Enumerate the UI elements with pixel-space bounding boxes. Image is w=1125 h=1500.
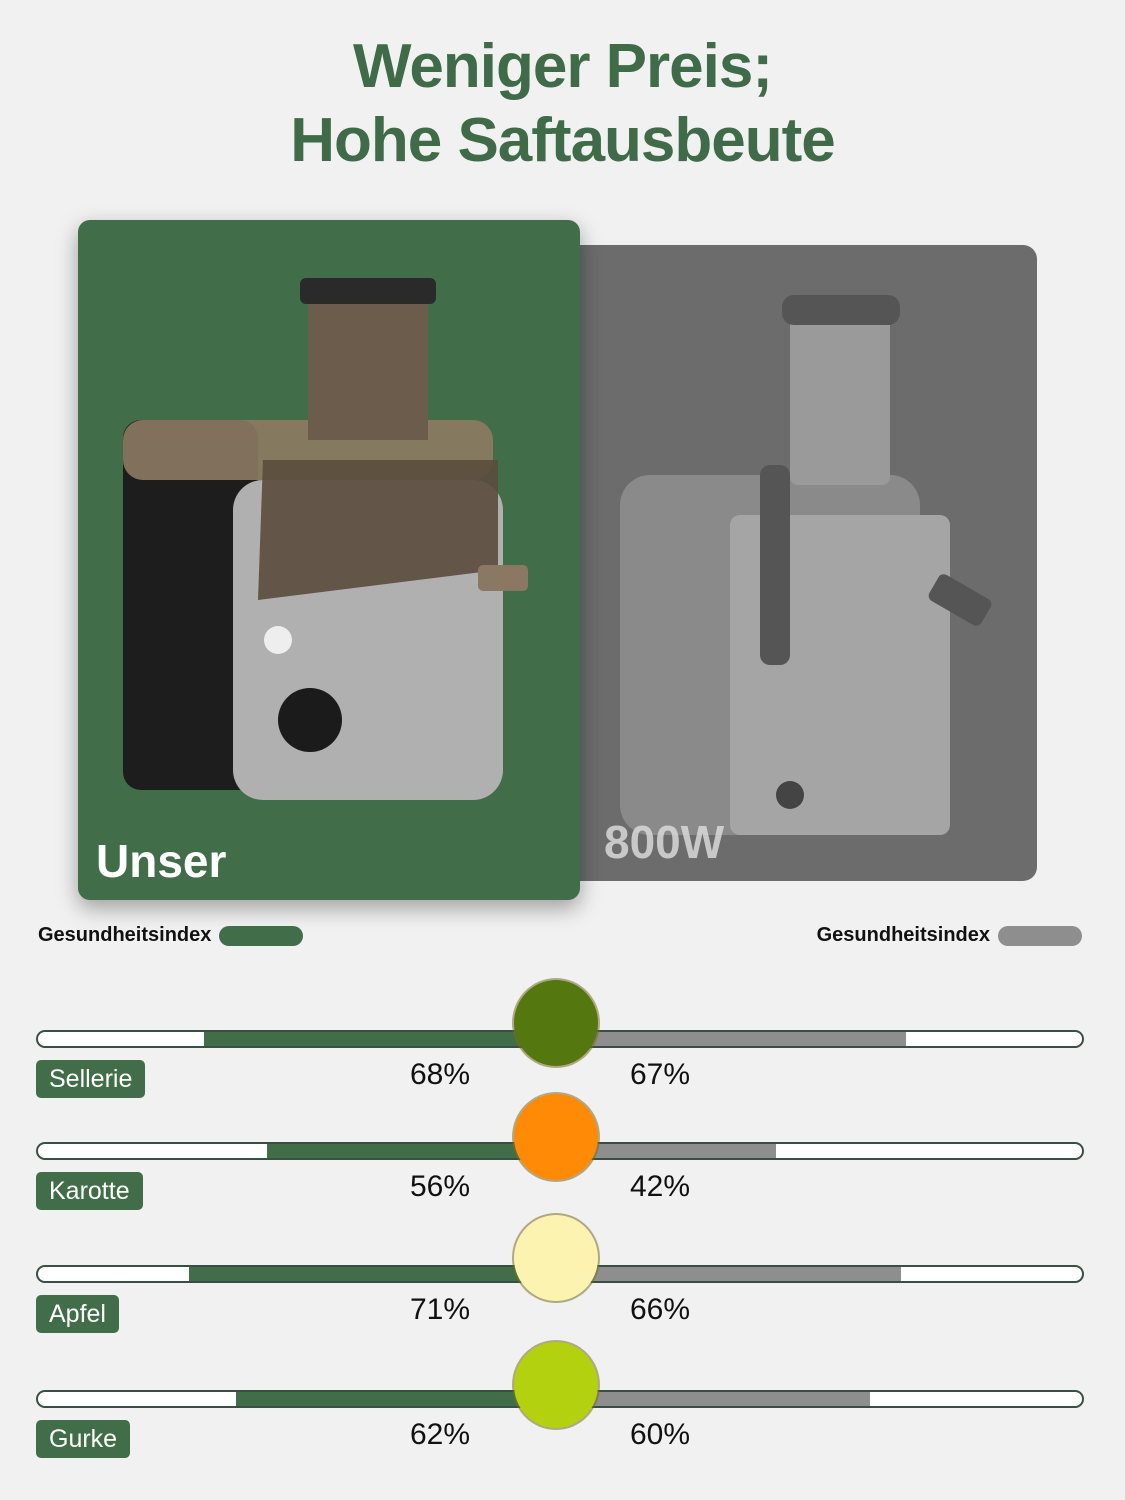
category-label: Gurke (36, 1420, 131, 1458)
bar-ours (235, 1392, 558, 1406)
value-label-ours: 62% (410, 1418, 471, 1451)
fruit-marker (514, 980, 598, 1066)
chart-row-apfel: Apfel 71% 66% (0, 1215, 1125, 1345)
competitor-juicer-image (620, 295, 992, 835)
fruit-marker (514, 1215, 598, 1301)
value-label-competitor: 67% (630, 1058, 691, 1091)
legend-ours: Gesundheitsindex (38, 924, 304, 947)
value-label-ours: 71% (410, 1293, 471, 1326)
bar-competitor (558, 1392, 870, 1406)
value-label-competitor: 42% (630, 1170, 691, 1203)
legend-swatch-gray (998, 925, 1082, 946)
our-product-label: Unser (96, 835, 227, 887)
category-label: Karotte (36, 1172, 143, 1210)
competitor-product-card: 800W (560, 245, 1037, 881)
page-title: Weniger Preis; Hohe Saftausbeute (0, 30, 1125, 178)
category-label: Sellerie (36, 1060, 146, 1098)
chart-row-gurke: Gurke 62% 60% (0, 1340, 1125, 1470)
chart-row-sellerie: Sellerie 68% 67% (0, 980, 1125, 1110)
bar-competitor (558, 1144, 777, 1158)
competitor-label: 800W (604, 816, 725, 868)
value-label-ours: 56% (410, 1170, 471, 1203)
legend-label: Gesundheitsindex (816, 924, 990, 946)
value-label-competitor: 60% (630, 1418, 691, 1451)
bar-ours (188, 1267, 558, 1281)
title-line-2: Hohe Saftausbeute (290, 106, 836, 175)
bar-competitor (558, 1032, 907, 1046)
fruit-marker (514, 1342, 598, 1428)
fruit-marker (514, 1094, 598, 1180)
category-label: Apfel (36, 1295, 119, 1333)
bar-ours (204, 1032, 558, 1046)
legend-swatch-green (219, 925, 304, 946)
bar-ours (266, 1144, 558, 1158)
legend-competitor: Gesundheitsindex (817, 924, 1082, 947)
our-juicer-image (123, 278, 528, 800)
value-label-competitor: 66% (630, 1293, 691, 1326)
our-product-card: Unser (78, 220, 580, 900)
title-line-1: Weniger Preis; (352, 32, 773, 101)
value-label-ours: 68% (410, 1058, 471, 1091)
legend-label: Gesundheitsindex (38, 924, 212, 946)
chart-row-karotte: Karotte 56% 42% (0, 1092, 1125, 1222)
bar-competitor (558, 1267, 902, 1281)
